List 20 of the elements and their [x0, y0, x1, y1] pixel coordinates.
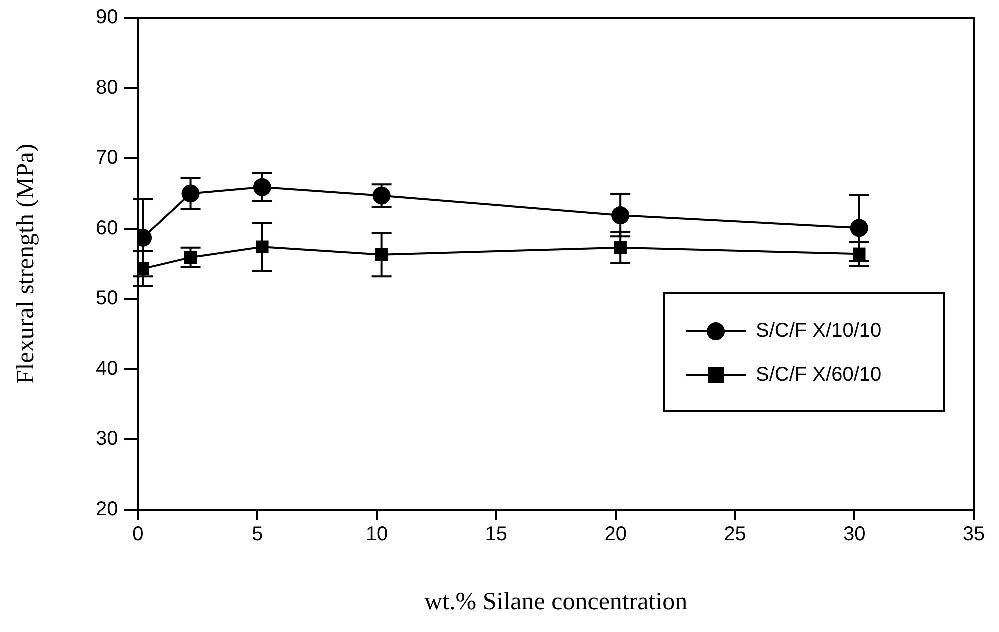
x-tick-label: 35 — [962, 524, 986, 546]
x-tick-label: 5 — [252, 524, 264, 546]
x-tick-label: 20 — [604, 524, 627, 546]
y-tick-label: 50 — [96, 288, 118, 310]
y-tick-label: 70 — [96, 147, 118, 170]
y-axis-title: Flexural strength (MPa) — [12, 144, 40, 384]
legend-label: S/C/F X/10/10 — [756, 320, 882, 342]
x-tick-label: 25 — [724, 524, 746, 546]
x-axis-title: wt.% Silane concentration — [424, 588, 688, 616]
y-tick-label: 30 — [96, 428, 118, 450]
x-tick-label: 15 — [485, 524, 508, 546]
y-tick-label: 40 — [96, 358, 118, 380]
x-tick-label: 0 — [132, 524, 144, 546]
y-tick-label: 80 — [96, 76, 118, 99]
legend-label: S/C/F X/60/10 — [756, 364, 882, 386]
y-tick-label: 20 — [96, 498, 118, 521]
x-tick-label: 10 — [366, 524, 388, 546]
x-tick-label: 30 — [843, 524, 866, 546]
y-tick-label: 90 — [96, 6, 118, 29]
y-tick-label: 60 — [96, 217, 118, 240]
